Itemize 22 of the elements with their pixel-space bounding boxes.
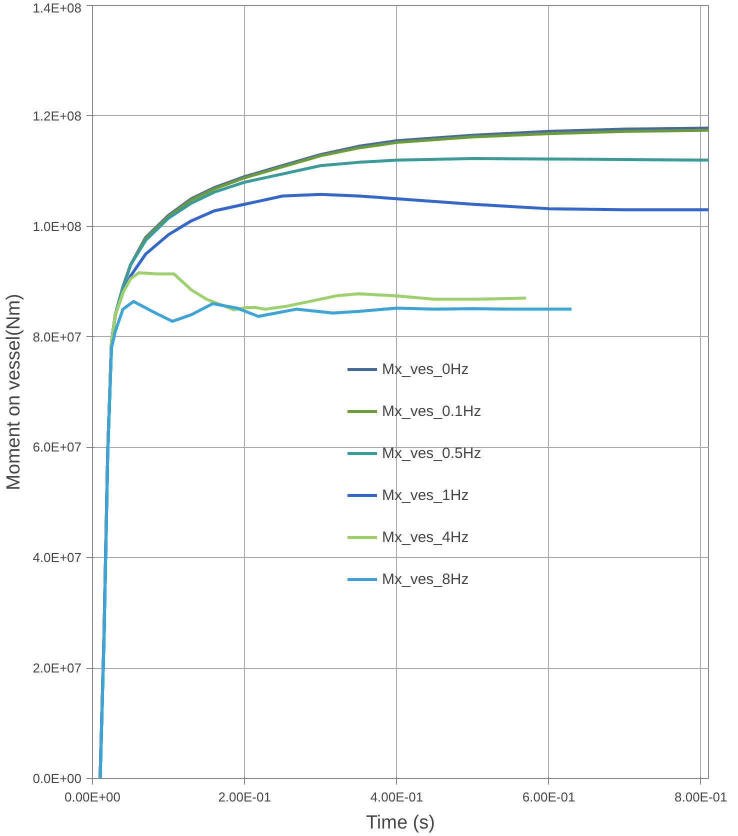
- y-axis-title: Moment on vessel(Nm): [4, 294, 25, 490]
- legend-label: Mx_ves_0.1Hz: [382, 402, 482, 420]
- line-series: [98, 300, 574, 778]
- legend-label: Mx_ves_4Hz: [382, 528, 469, 546]
- y-tick-label: 1.2E+08: [32, 108, 82, 124]
- y-tick-label: 4.0E+07: [32, 550, 82, 566]
- y-tick-label: 1.0E+08: [32, 218, 82, 234]
- x-axis-title: Time (s): [366, 812, 435, 834]
- legend-label: Mx_ves_1Hz: [382, 486, 469, 504]
- y-tick-label: 6.0E+07: [32, 440, 82, 455]
- legend-label: Mx_ves_0.5Hz: [382, 444, 482, 462]
- x-tick-label: 4.00E-01: [370, 790, 424, 804]
- x-tick-label: 0.00E+00: [64, 790, 121, 804]
- x-tick-label: 6.00E-01: [522, 790, 576, 804]
- x-tick-label: 2.00E-01: [218, 790, 271, 804]
- y-tick-label: 0.0E+00: [32, 771, 82, 786]
- y-tick-label: 2.0E+07: [32, 660, 82, 676]
- legend-label: Mx_ves_0Hz: [382, 360, 469, 378]
- legend-label: Mx_ves_8Hz: [382, 570, 469, 588]
- x-tick-label: 8.00E-01: [674, 790, 728, 804]
- y-tick-label: 1.4E+08: [32, 0, 82, 16]
- y-tick-label: 8.0E+07: [32, 329, 82, 344]
